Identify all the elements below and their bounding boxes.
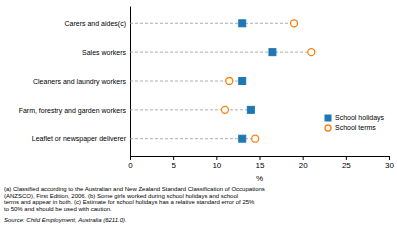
dot xyxy=(291,20,298,27)
leader-line xyxy=(130,23,294,24)
dot xyxy=(226,78,233,85)
dot xyxy=(239,20,246,27)
dot xyxy=(221,106,228,113)
dot xyxy=(247,106,254,113)
plot-area: 0 5 10 15 20 25 30 Leaflet or newspaper deliver… xyxy=(19,7,395,170)
x-tick-mark xyxy=(130,156,131,160)
leader-line xyxy=(130,52,311,53)
x-tick-label: 15 xyxy=(256,161,265,170)
legend-label: School terms xyxy=(335,124,376,131)
y-tick-label: Farm, forestry and garden workers xyxy=(19,107,127,115)
y-tick-label: Sales workers xyxy=(82,49,126,56)
x-tick: 30 xyxy=(385,156,394,170)
footnote: (ANZSCO), First Edition, 2006. (b) Some … xyxy=(4,193,238,199)
x-tick-mark xyxy=(389,156,390,160)
dot xyxy=(308,49,315,56)
y-axis-line xyxy=(130,7,131,157)
chart-container: 0 5 10 15 20 25 30 Leaflet or newspaper deliver… xyxy=(0,0,397,227)
dot xyxy=(239,78,246,85)
y-tick-label: Cleaners and laundry workers xyxy=(33,78,126,86)
y-tick: Leaflet or newspaper deliverer xyxy=(32,135,130,143)
x-axis: 0 5 10 15 20 25 30 xyxy=(128,156,394,170)
footnote: to 50% and should be used with caution. xyxy=(4,206,112,212)
dot xyxy=(239,135,246,142)
footnote: (a) Classified according to the Australi… xyxy=(4,186,265,192)
source-note: Source: Child Employment, Australia (621… xyxy=(4,217,127,223)
x-tick: 20 xyxy=(299,156,308,170)
y-axis: Leaflet or newspaper deliverer Farm, fore… xyxy=(19,7,131,157)
x-axis-line xyxy=(131,157,390,161)
y-tick: Cleaners and laundry workers xyxy=(33,78,130,86)
y-tick: Farm, forestry and garden workers xyxy=(19,107,130,115)
dot xyxy=(252,135,259,142)
legend-label: School holidays xyxy=(335,114,385,122)
y-tick-label: Carers and aides(c) xyxy=(65,20,126,28)
leader-line xyxy=(130,109,251,110)
footnote: terms and appear in both. (c) Estimate f… xyxy=(4,199,255,205)
legend: School holidays School terms xyxy=(325,114,385,131)
x-tick-mark xyxy=(346,156,347,160)
x-tick-mark xyxy=(303,156,304,160)
x-tick: 10 xyxy=(212,156,221,170)
x-tick-mark xyxy=(216,156,217,160)
x-tick-label: 30 xyxy=(385,161,394,170)
leader-line xyxy=(130,138,255,139)
y-tick: Carers and aides(c) xyxy=(65,20,130,28)
x-tick-mark xyxy=(173,156,174,160)
x-tick-mark xyxy=(260,156,261,160)
x-tick-label: 5 xyxy=(171,161,176,170)
legend-marker xyxy=(325,115,331,121)
x-tick: 15 xyxy=(256,156,265,170)
x-tick: 25 xyxy=(342,156,351,170)
dot xyxy=(269,49,276,56)
legend-marker xyxy=(325,125,331,131)
x-tick-label: 10 xyxy=(212,161,221,170)
y-tick: Sales workers xyxy=(82,49,130,56)
x-tick-label: 0 xyxy=(128,161,133,170)
y-tick-label: Leaflet or newspaper deliverer xyxy=(32,135,127,143)
x-tick: 5 xyxy=(171,156,176,170)
x-tick: 0 xyxy=(128,156,133,170)
x-tick-label: 25 xyxy=(342,161,351,170)
x-axis-title: % xyxy=(256,174,263,183)
chart-svg: 0 5 10 15 20 25 30 Leaflet or newspaper deliver… xyxy=(0,0,397,227)
marks xyxy=(130,20,315,142)
x-tick-label: 20 xyxy=(299,161,308,170)
